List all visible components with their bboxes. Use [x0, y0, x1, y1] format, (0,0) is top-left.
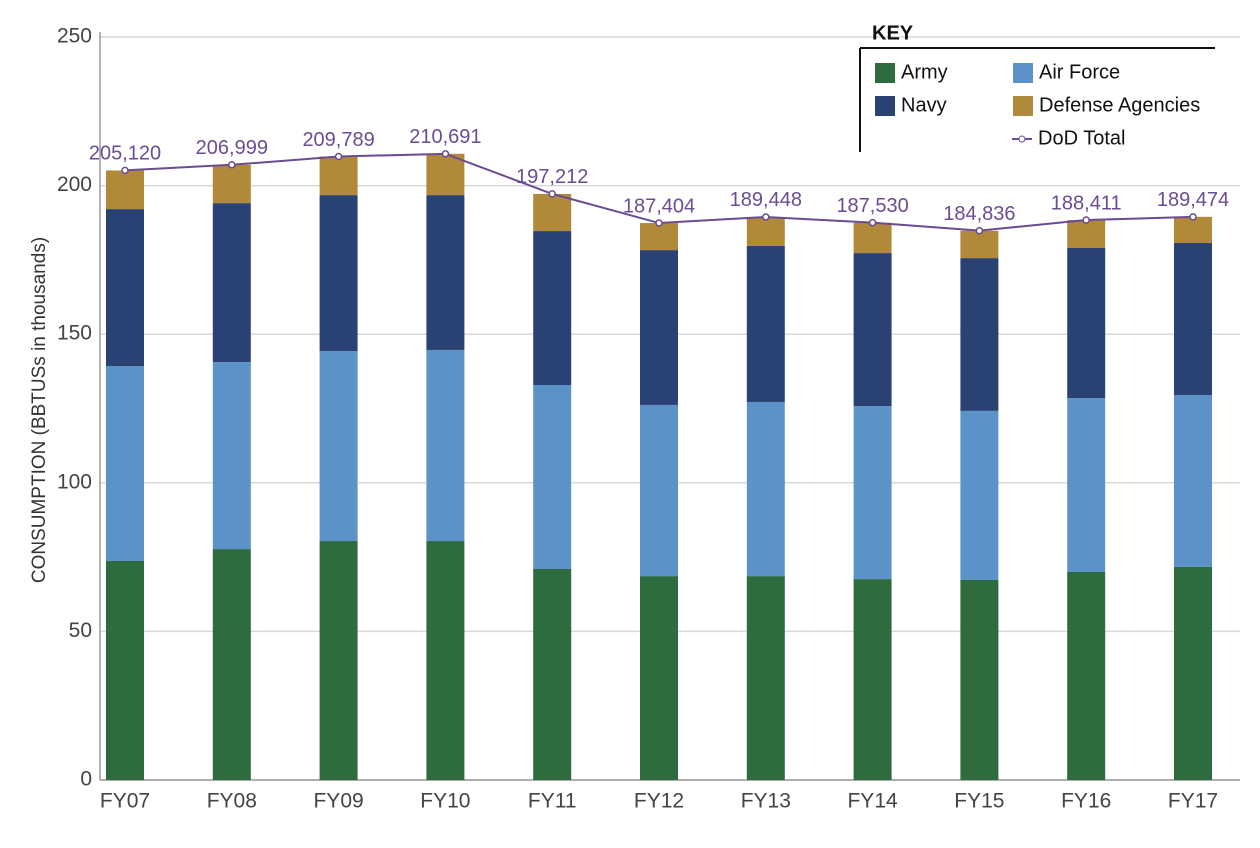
bar-segment	[853, 579, 892, 780]
data-label: 184,836	[943, 203, 1015, 225]
bar-segment	[746, 576, 785, 780]
total-point	[441, 150, 450, 158]
data-label: 205,120	[89, 143, 161, 165]
data-label: 189,448	[730, 189, 802, 211]
bar-segment	[426, 349, 465, 542]
data-label: 188,411	[1051, 192, 1122, 214]
bar-segment	[319, 541, 358, 780]
bar-segment	[1067, 220, 1106, 249]
bar-segment	[1174, 395, 1212, 567]
bar-segment	[640, 250, 678, 405]
total-point	[868, 218, 877, 227]
x-tick-label: FY12	[634, 790, 684, 813]
bar-segment	[106, 209, 144, 367]
bar-segment	[212, 549, 251, 780]
legend-swatch	[1013, 96, 1033, 116]
legend-label: DoD Total	[1038, 127, 1125, 149]
bar-segment	[319, 195, 358, 352]
total-line	[124, 152, 1194, 232]
bar-segment	[212, 164, 251, 204]
bar-segment	[960, 230, 999, 259]
bar-segment	[640, 223, 678, 251]
bar-segment	[212, 362, 251, 550]
total-point	[121, 166, 129, 175]
y-tick-label: 200	[57, 173, 92, 196]
bar-segment	[533, 568, 572, 780]
legend-label: Navy	[901, 94, 947, 116]
legend-title: KEY	[872, 22, 914, 44]
x-tick-label: FY07	[100, 790, 150, 813]
bar-segment	[1174, 566, 1212, 780]
y-tick-label: 50	[69, 619, 92, 642]
legend-label: Army	[901, 61, 948, 83]
bar-segment	[212, 203, 251, 363]
bar-segment	[746, 401, 785, 577]
x-tick-label: FY08	[207, 790, 257, 813]
bar-segment	[746, 217, 785, 246]
legend-swatch	[1013, 63, 1033, 83]
legend-bg	[858, 46, 1218, 156]
bar-segment	[1174, 242, 1212, 396]
bar-segment	[106, 170, 144, 210]
total-point	[548, 190, 556, 198]
y-axis-label: CONSUMPTION (BBTUSs in thousands)	[29, 237, 50, 583]
bar-segment	[640, 404, 678, 577]
legend-label: Air Force	[1039, 61, 1120, 83]
bar-segment	[533, 385, 572, 569]
data-label: 206,999	[196, 137, 268, 159]
data-label: 187,404	[623, 195, 695, 217]
bar-segment	[1067, 571, 1106, 780]
x-tick-label: FY13	[741, 790, 791, 813]
bar-segment	[1067, 248, 1106, 399]
x-tick-label: FY17	[1168, 790, 1218, 813]
data-label: 189,474	[1157, 189, 1229, 211]
bar-segment	[853, 253, 892, 407]
bar-segment	[640, 576, 678, 780]
x-tick-label: FY15	[954, 790, 1004, 813]
y-tick-label: 250	[57, 25, 92, 48]
total-point	[975, 226, 984, 235]
legend-label: Defense Agencies	[1039, 94, 1200, 116]
x-tick-label: FY10	[420, 790, 470, 813]
data-label: 210,691	[409, 126, 481, 148]
total-point	[228, 161, 236, 169]
legend-swatch	[875, 63, 895, 83]
total-point	[334, 152, 343, 161]
bar-segment	[746, 245, 785, 402]
bar-segment	[426, 541, 465, 780]
total-point	[1189, 213, 1197, 221]
x-tick-label: FY09	[313, 790, 363, 813]
legend-marker	[1018, 135, 1026, 143]
data-label: 187,530	[836, 195, 908, 217]
bar-segment	[319, 351, 358, 542]
bar-segment	[960, 258, 999, 411]
x-tick-label: FY16	[1061, 790, 1111, 813]
total-point	[655, 219, 663, 227]
x-tick-label: FY14	[847, 790, 898, 813]
bar-segment	[533, 231, 572, 386]
bar-segment	[960, 410, 999, 580]
bar-segment	[1067, 398, 1106, 572]
bar-segment	[106, 560, 144, 780]
y-tick-label: 150	[57, 322, 92, 345]
bar-segment	[426, 195, 465, 350]
bar-segment	[853, 406, 892, 580]
total-point	[1082, 216, 1090, 224]
bar-segment	[319, 156, 358, 196]
legend-swatch	[875, 96, 895, 116]
total-point	[762, 213, 770, 221]
bar-segment	[533, 193, 572, 232]
bar-segment	[853, 222, 892, 254]
y-tick-label: 0	[80, 768, 92, 791]
y-tick-label: 100	[57, 470, 92, 493]
bar-segment	[1174, 216, 1212, 243]
data-label: 209,789	[302, 129, 374, 151]
bar-segment	[960, 579, 999, 780]
bar-segment	[426, 153, 465, 196]
bar-segment	[106, 366, 144, 561]
data-label: 197,212	[516, 166, 588, 188]
x-tick-label: FY11	[528, 790, 577, 813]
